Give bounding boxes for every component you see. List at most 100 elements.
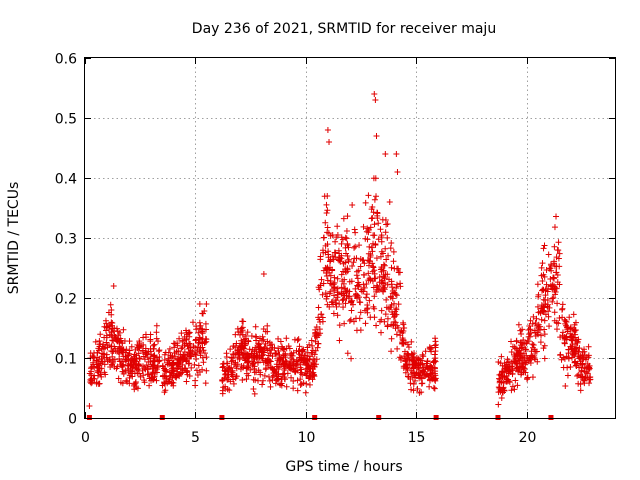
data-point (511, 386, 518, 393)
data-point (374, 215, 381, 222)
data-point (526, 333, 533, 340)
data-point (346, 288, 353, 295)
data-point (275, 355, 282, 362)
data-point (200, 347, 207, 354)
data-point (145, 371, 152, 378)
data-point (390, 314, 397, 321)
data-point (407, 380, 414, 387)
data-point (332, 238, 339, 245)
data-point (227, 378, 234, 385)
data-point (193, 355, 200, 362)
data-point (260, 271, 267, 277)
data-point (542, 300, 549, 307)
data-point (496, 385, 503, 392)
satellite-change-marker (376, 415, 382, 420)
data-point (368, 244, 375, 251)
data-point (241, 345, 248, 352)
data-point (557, 351, 564, 358)
data-point (224, 371, 231, 378)
data-point (115, 332, 122, 339)
data-point (414, 385, 421, 392)
data-point (419, 367, 426, 374)
data-point (233, 365, 240, 372)
data-point (541, 317, 548, 324)
data-point (296, 343, 303, 350)
data-point (367, 277, 374, 284)
data-point (411, 370, 418, 377)
data-point (312, 347, 319, 354)
data-point (222, 368, 229, 375)
data-point (413, 369, 420, 376)
data-point (381, 275, 388, 282)
data-point (515, 321, 522, 328)
data-point (290, 365, 297, 372)
data-point (544, 288, 551, 295)
data-point (186, 360, 193, 367)
data-point (143, 350, 150, 357)
data-point (401, 325, 408, 332)
data-point (559, 314, 566, 321)
data-point (234, 325, 241, 332)
data-point (579, 373, 586, 380)
data-point (333, 303, 340, 310)
data-point (151, 357, 158, 364)
data-point (387, 294, 394, 301)
data-point (409, 351, 416, 358)
data-point (90, 359, 97, 366)
data-point (381, 262, 388, 269)
data-point (554, 272, 561, 279)
data-point (497, 360, 504, 367)
data-point (361, 272, 368, 279)
data-point (233, 373, 240, 380)
data-point (553, 213, 560, 220)
data-point (86, 403, 93, 409)
data-point (342, 234, 349, 241)
data-point (100, 345, 107, 352)
data-point (279, 357, 286, 364)
data-point (539, 278, 546, 285)
data-point (309, 376, 316, 383)
data-point (331, 274, 338, 281)
data-point (262, 340, 269, 347)
data-point (519, 359, 526, 366)
data-point (271, 344, 278, 351)
data-point (201, 350, 208, 357)
data-point (578, 364, 585, 371)
data-point (193, 336, 200, 343)
data-point (265, 356, 272, 363)
data-point (291, 368, 298, 375)
data-point (429, 369, 436, 376)
data-point (283, 383, 290, 390)
data-point (353, 255, 360, 262)
data-point (357, 263, 364, 270)
data-point (566, 314, 573, 321)
data-point (139, 347, 146, 354)
data-point (397, 280, 404, 287)
data-point (430, 359, 437, 366)
data-point (237, 366, 244, 373)
data-point (384, 322, 391, 329)
data-point (244, 329, 251, 336)
data-point (252, 323, 259, 330)
data-point (176, 335, 183, 342)
data-point (523, 346, 530, 353)
data-point (362, 320, 369, 327)
data-point (521, 350, 528, 357)
data-point (392, 319, 399, 326)
data-point (344, 213, 351, 220)
data-point (371, 196, 378, 203)
data-point (248, 354, 255, 361)
data-point (110, 327, 117, 334)
data-point (393, 281, 400, 288)
data-point (284, 370, 291, 377)
data-point (545, 308, 552, 315)
data-point (196, 335, 203, 342)
data-point (155, 348, 162, 355)
data-point (506, 368, 513, 375)
data-point (170, 359, 177, 366)
data-point (587, 376, 594, 383)
data-point (372, 97, 379, 103)
data-point (535, 309, 542, 316)
data-point (239, 351, 246, 358)
data-point (321, 193, 328, 200)
